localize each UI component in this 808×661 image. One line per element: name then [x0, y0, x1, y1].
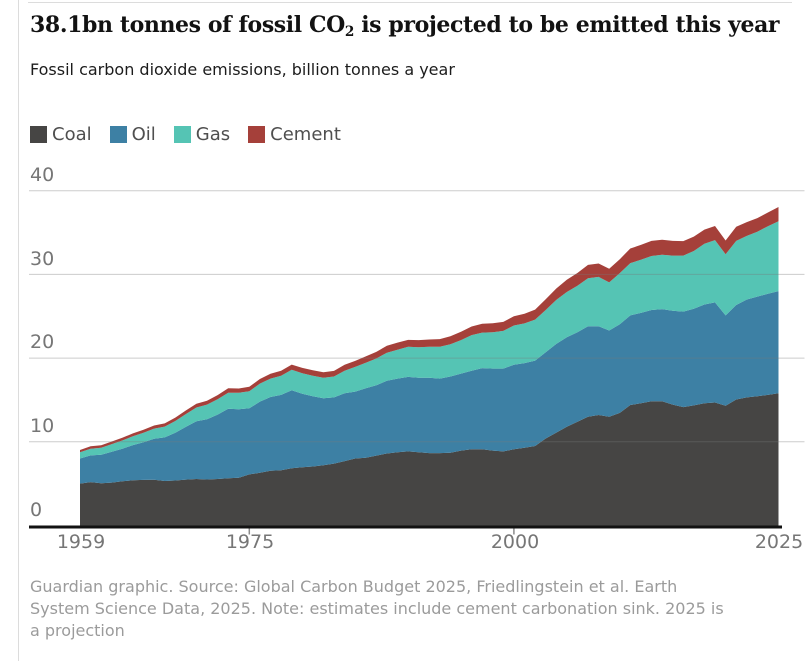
cement-swatch-icon — [248, 126, 266, 143]
title-prefix: 38.1bn tonnes of fossil CO — [30, 12, 345, 38]
area-coal — [80, 393, 779, 526]
source-note-line-2: System Science Data, 2025. Note: estimat… — [30, 599, 724, 618]
gas-swatch-icon — [173, 126, 191, 143]
y-axis-tick-0: 0 — [30, 499, 43, 521]
legend-label-cement: Cement — [270, 124, 341, 145]
area-gas — [80, 221, 779, 459]
page-title: 38.1bn tonnes of fossil CO2 is projected… — [30, 12, 780, 40]
chart-legend: Coal Oil Gas Cement — [30, 124, 341, 145]
y-axis-tick-40: 40 — [30, 164, 55, 186]
source-note-line-3: a projection — [30, 621, 125, 640]
title-co2-subscript: 2 — [344, 23, 354, 40]
legend-item-oil: Oil — [109, 124, 156, 145]
legend-item-cement: Cement — [248, 124, 341, 145]
stacked-area-chart — [29, 190, 805, 535]
left-border-rule — [18, 0, 19, 661]
y-axis-tick-10: 10 — [30, 415, 55, 437]
legend-label-coal: Coal — [52, 124, 92, 145]
oil-swatch-icon — [109, 126, 127, 143]
x-axis-tick-1959: 1959 — [56, 531, 106, 553]
x-axis-tick-2000: 2000 — [490, 531, 540, 553]
x-axis-tick-2025: 2025 — [754, 531, 804, 553]
x-axis-tick-1975: 1975 — [225, 531, 275, 553]
y-axis-tick-20: 20 — [30, 331, 55, 353]
title-suffix: is projected to be emitted this year — [353, 12, 780, 38]
source-note-line-1: Guardian graphic. Source: Global Carbon … — [30, 577, 678, 596]
source-note: Guardian graphic. Source: Global Carbon … — [30, 576, 770, 642]
coal-swatch-icon — [30, 126, 47, 143]
area-cement — [80, 207, 779, 453]
legend-label-gas: Gas — [195, 124, 231, 145]
y-axis-tick-30: 30 — [30, 248, 55, 270]
x-axis-baseline — [29, 525, 782, 529]
chart-subtitle: Fossil carbon dioxide emissions, billion… — [30, 60, 455, 79]
legend-item-coal: Coal — [30, 124, 92, 145]
top-border-rule — [28, 2, 792, 3]
legend-label-oil: Oil — [131, 124, 156, 145]
area-oil — [80, 291, 779, 484]
legend-item-gas: Gas — [173, 124, 231, 145]
